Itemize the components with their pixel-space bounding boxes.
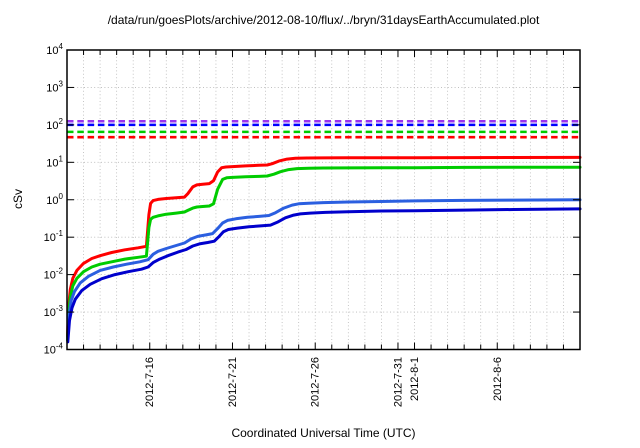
accumulated-dose-dark-blue-curve (66, 207, 582, 344)
y-tick-label: 10-4 (44, 342, 64, 357)
accumulated-dose-red-curve (66, 155, 582, 339)
x-tick-label: 2012-7-16 (144, 357, 156, 407)
accumulated-dose-green-curve (66, 165, 582, 342)
y-tick-label: 101 (46, 154, 63, 169)
x-tick-label: 2012-7-21 (227, 357, 239, 407)
x-tick-label: 2012-8-6 (492, 357, 504, 401)
y-tick-label: 10-1 (44, 229, 64, 244)
y-tick-label: 100 (46, 192, 63, 207)
y-tick-label: 102 (46, 117, 63, 132)
accumulated-dose-light-blue-curve (66, 198, 582, 342)
y-tick-label: 10-2 (44, 267, 64, 282)
x-tick-label: 2012-8-1 (409, 357, 421, 401)
chart-title: /data/run/goesPlots/archive/2012-08-10/f… (107, 13, 540, 27)
y-tick-label: 10-3 (44, 304, 64, 319)
x-tick-label: 2012-7-26 (310, 357, 322, 407)
x-tick-label: 2012-7-31 (392, 357, 404, 407)
x-axis-label: Coordinated Universal Time (UTC) (231, 426, 416, 440)
y-tick-label: 103 (46, 79, 63, 94)
y-tick-label: 104 (46, 42, 63, 57)
